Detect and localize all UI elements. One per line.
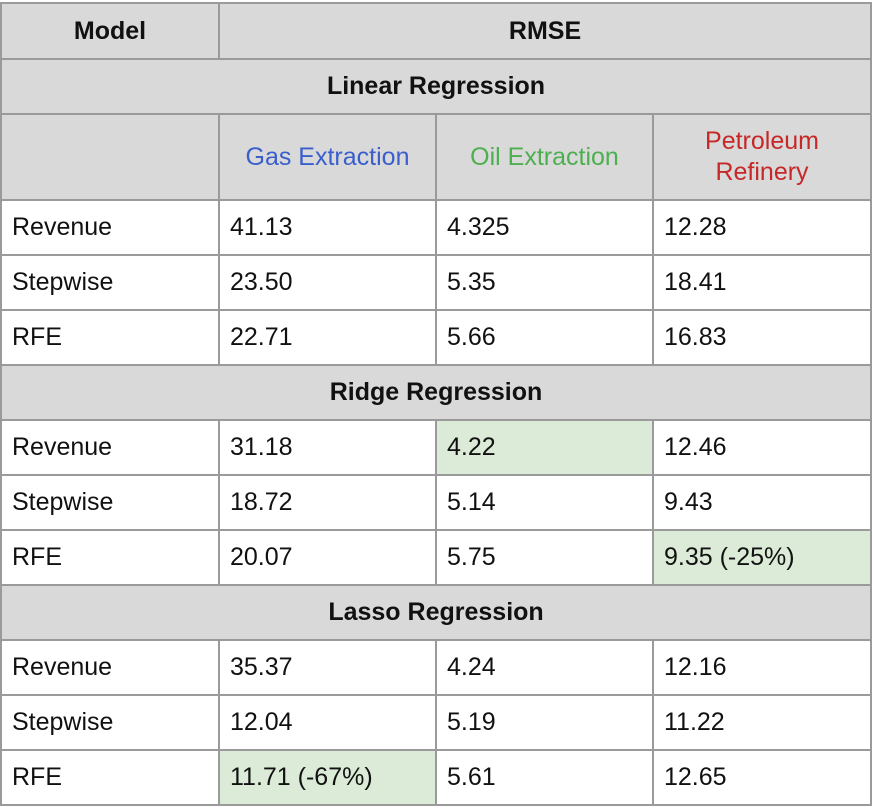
model-cell: Stepwise bbox=[0, 254, 220, 311]
table-row: RFE 20.07 5.75 9.35 (-25%) bbox=[0, 529, 873, 586]
subheader-blank-cell bbox=[0, 113, 220, 201]
table-row: Stepwise 12.04 5.19 11.22 bbox=[0, 694, 873, 751]
gas-value-cell: 41.13 bbox=[218, 199, 437, 256]
oil-value-cell: 5.75 bbox=[435, 529, 654, 586]
model-cell: Revenue bbox=[0, 199, 220, 256]
petroleum-value-cell: 12.16 bbox=[651, 639, 873, 696]
gas-value-cell: 31.18 bbox=[218, 419, 437, 476]
group-row-linear: Linear Regression bbox=[0, 58, 873, 115]
oil-value-cell: 5.35 bbox=[435, 254, 654, 311]
petroleum-value-cell-highlighted: 9.35 (-25%) bbox=[651, 529, 873, 586]
gas-value-cell: 18.72 bbox=[218, 474, 437, 531]
group-title-linear-regression: Linear Regression bbox=[0, 58, 873, 115]
table-row: Stepwise 23.50 5.35 18.41 bbox=[0, 254, 873, 311]
model-cell: RFE bbox=[0, 529, 220, 586]
table-row: Revenue 31.18 4.22 12.46 bbox=[0, 419, 873, 476]
model-cell: Revenue bbox=[0, 639, 220, 696]
oil-value-cell: 5.66 bbox=[435, 309, 654, 366]
group-row-lasso: Lasso Regression bbox=[0, 584, 873, 641]
petroleum-value-cell: 9.43 bbox=[651, 474, 873, 531]
gas-value-cell: 12.04 bbox=[218, 694, 437, 751]
gas-value-cell-highlighted: 11.71 (-67%) bbox=[218, 749, 437, 806]
oil-value-cell: 5.19 bbox=[435, 694, 654, 751]
group-title-ridge-regression: Ridge Regression bbox=[0, 364, 873, 421]
gas-value-cell: 23.50 bbox=[218, 254, 437, 311]
model-column-header: Model bbox=[0, 2, 220, 60]
table-row: Revenue 35.37 4.24 12.16 bbox=[0, 639, 873, 696]
table-row: Stepwise 18.72 5.14 9.43 bbox=[0, 474, 873, 531]
subheader-oil-extraction: Oil Extraction bbox=[435, 113, 654, 201]
table-row: RFE 22.71 5.66 16.83 bbox=[0, 309, 873, 366]
table-header-row: Model RMSE bbox=[0, 2, 873, 60]
rmse-column-header: RMSE bbox=[217, 2, 873, 60]
oil-value-cell: 4.24 bbox=[435, 639, 654, 696]
table-row: RFE 11.71 (-67%) 5.61 12.65 bbox=[0, 749, 873, 806]
table-row: Revenue 41.13 4.325 12.28 bbox=[0, 199, 873, 256]
gas-value-cell: 35.37 bbox=[218, 639, 437, 696]
petroleum-value-cell: 11.22 bbox=[651, 694, 873, 751]
petroleum-value-cell: 12.46 bbox=[651, 419, 873, 476]
subheader-gas-extraction: Gas Extraction bbox=[218, 113, 437, 201]
group-title-lasso-regression: Lasso Regression bbox=[0, 584, 873, 641]
oil-value-cell: 5.14 bbox=[435, 474, 654, 531]
model-cell: Revenue bbox=[0, 419, 220, 476]
oil-value-cell: 4.325 bbox=[435, 199, 654, 256]
gas-value-cell: 22.71 bbox=[218, 309, 437, 366]
model-cell: RFE bbox=[0, 309, 220, 366]
model-cell: Stepwise bbox=[0, 694, 220, 751]
gas-value-cell: 20.07 bbox=[218, 529, 437, 586]
oil-value-cell-highlighted: 4.22 bbox=[435, 419, 654, 476]
model-cell: Stepwise bbox=[0, 474, 220, 531]
subheader-row: Gas Extraction Oil Extraction Petroleum … bbox=[0, 113, 873, 201]
model-cell: RFE bbox=[0, 749, 220, 806]
petroleum-value-cell: 16.83 bbox=[651, 309, 873, 366]
group-row-ridge: Ridge Regression bbox=[0, 364, 873, 421]
petroleum-value-cell: 12.65 bbox=[651, 749, 873, 806]
petroleum-value-cell: 18.41 bbox=[651, 254, 873, 311]
subheader-petroleum-refinery: Petroleum Refinery bbox=[651, 113, 873, 201]
oil-value-cell: 5.61 bbox=[435, 749, 654, 806]
petroleum-value-cell: 12.28 bbox=[651, 199, 873, 256]
